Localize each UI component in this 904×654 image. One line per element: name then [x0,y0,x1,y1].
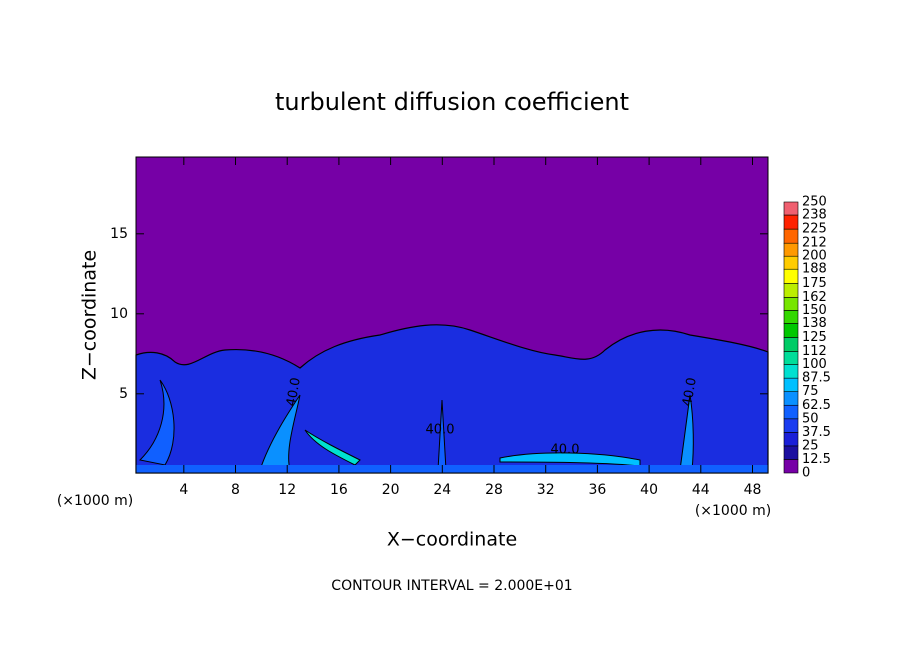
field-region [135,324,769,474]
contour-label: 40.0 [426,423,455,438]
colorbar-label: 162 [802,290,827,305]
y-axis-title: Z−coordinate [79,250,101,380]
colorbar-label: 50 [802,411,819,426]
y-tick-label: 10 [110,306,128,322]
colorbar-label: 200 [802,249,827,264]
colorbar-swatch [783,214,799,230]
colorbar-label: 212 [802,236,827,251]
colorbar-label: 188 [802,262,827,277]
colorbar-swatch [783,310,799,324]
colorbar-swatch [783,391,799,406]
field-region [136,465,768,473]
colorbar-label: 75 [802,384,819,399]
field-region [259,394,301,471]
colorbar-label: 87.5 [802,371,831,386]
field-region [138,379,175,466]
colorbar-label: 12.5 [802,452,831,467]
colorbar-label: 62.5 [802,398,831,413]
chart-title: turbulent diffusion coefficient [275,88,629,116]
colorbar-label: 0 [802,466,810,481]
x-tick-label: 40 [640,482,658,498]
colorbar-swatch [783,228,799,244]
field-region [679,394,694,471]
colorbar-swatch [783,418,799,433]
x-tick-label: 20 [382,482,400,498]
colorbar-label: 175 [802,276,827,291]
field-region [304,429,361,466]
colorbar-swatch [783,364,799,379]
y-tick-label: 5 [119,386,128,402]
x-tick-label: 48 [744,482,762,498]
colorbar-label: 138 [802,316,827,331]
colorbar-swatch [783,201,799,216]
colorbar-swatch [783,377,799,392]
x-tick-label: 16 [330,482,348,498]
x-tick-label: 44 [692,482,710,498]
colorbar-swatch [783,282,799,298]
colorbar-swatch [783,404,799,420]
colorbar-swatch [783,432,799,447]
colorbar-swatch [783,459,799,474]
x-unit: (×1000 m) [695,503,771,519]
colorbar-label: 150 [802,303,827,318]
x-unit: (×1000 m) [57,493,133,509]
colorbar-swatch [783,337,799,352]
plot-frame [135,156,769,474]
contour-label: 40.0 [551,443,580,458]
colorbar-swatch [783,445,799,460]
field [135,157,769,474]
x-tick-label: 24 [433,482,451,498]
footnote: CONTOUR INTERVAL = 2.000E+01 [331,578,572,594]
x-tick-label: 4 [179,482,188,498]
colorbar-swatch [783,242,799,257]
x-tick-label: 32 [537,482,555,498]
colorbar-label: 250 [802,195,827,210]
colorbar-label: 225 [802,222,827,237]
x-tick-label: 12 [278,482,296,498]
x-tick-label: 28 [485,482,503,498]
colorbar-label: 25 [802,438,819,453]
colorbar-swatch [783,297,799,311]
y-tick-label: 15 [110,226,128,242]
colorbar-label: 100 [802,357,827,372]
colorbar-label: 125 [802,330,827,345]
x-tick-label: 8 [231,482,240,498]
colorbar-swatch [783,268,799,284]
colorbar-swatch [783,255,799,270]
colorbar-label: 37.5 [802,425,831,440]
colorbar-swatch [783,351,799,365]
contour-label: 40.0 [284,376,304,407]
colorbar-label: 238 [802,208,827,223]
colorbar-swatch [783,323,799,338]
x-tick-label: 36 [588,482,606,498]
x-axis-title: X−coordinate [387,529,517,551]
colorbar-label: 112 [802,344,827,359]
contour-label: 40.0 [680,376,700,407]
